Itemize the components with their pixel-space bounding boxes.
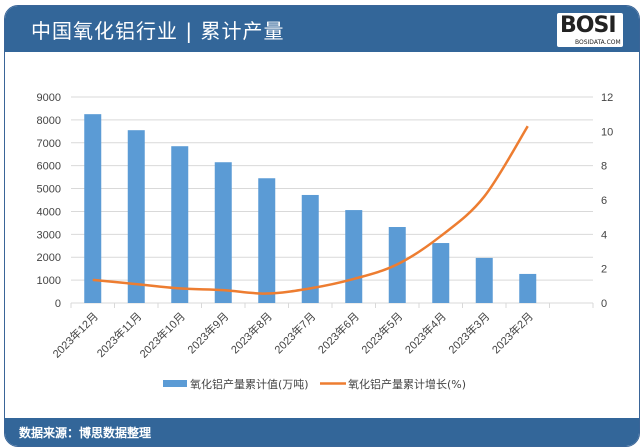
bar bbox=[475, 257, 493, 303]
y-left-tick-label: 6000 bbox=[37, 161, 61, 173]
x-tick-label: 2023年10月 bbox=[136, 309, 187, 360]
y-right-tick-label: 6 bbox=[601, 195, 607, 207]
data-source: 数据来源：博思数据整理 bbox=[19, 426, 152, 440]
legend-line-label: 氧化铝产量累计增长(%) bbox=[348, 377, 466, 391]
x-tick-label: 2023年2月 bbox=[489, 309, 536, 356]
y-right-tick-label: 0 bbox=[601, 298, 607, 310]
x-tick-label: 2023年8月 bbox=[228, 309, 275, 356]
bar bbox=[432, 243, 450, 303]
bar bbox=[171, 146, 189, 303]
y-left-tick-label: 7000 bbox=[37, 138, 61, 150]
growth-line bbox=[92, 125, 529, 295]
x-tick-label: 2023年11月 bbox=[94, 309, 145, 360]
x-tick-label: 2023年9月 bbox=[184, 309, 231, 356]
y-left-tick-label: 4000 bbox=[37, 206, 61, 218]
y-left-tick-label: 2000 bbox=[37, 252, 61, 264]
bosi-logo: BOSI BOSIDATA.COM bbox=[557, 13, 623, 47]
y-left-tick-label: 5000 bbox=[37, 184, 61, 196]
y-left-tick-label: 8000 bbox=[37, 115, 61, 127]
y-left-tick-label: 3000 bbox=[37, 229, 61, 241]
bar bbox=[127, 130, 145, 303]
legend-bar-swatch bbox=[163, 380, 187, 387]
bar bbox=[258, 178, 276, 303]
bar bbox=[84, 114, 102, 304]
y-left-tick-label: 0 bbox=[55, 298, 61, 310]
x-tick-label: 2023年7月 bbox=[271, 309, 318, 356]
x-tick-label: 2023年6月 bbox=[315, 309, 362, 356]
bar bbox=[345, 210, 363, 303]
legend-bar-label: 氧化铝产量累计值(万吨) bbox=[190, 377, 309, 391]
x-tick-label: 2023年4月 bbox=[402, 309, 449, 356]
y-right-tick-label: 4 bbox=[601, 229, 607, 241]
y-left-tick-label: 9000 bbox=[37, 92, 61, 104]
bar bbox=[301, 194, 319, 303]
logo-text: BOSI bbox=[560, 13, 617, 38]
y-right-tick-label: 10 bbox=[601, 126, 613, 138]
y-right-tick-label: 2 bbox=[601, 264, 607, 276]
header: 中国氧化铝行业 | 累计产量 BOSI BOSIDATA.COM bbox=[5, 6, 639, 52]
x-tick-label: 2023年5月 bbox=[358, 309, 405, 356]
bar bbox=[519, 273, 537, 303]
y-left-tick-label: 1000 bbox=[37, 275, 61, 287]
bar bbox=[214, 162, 232, 303]
chart-card: 中国氧化铝行业 | 累计产量 BOSI BOSIDATA.COM 数据来源：博思… bbox=[4, 5, 640, 447]
x-tick-label: 2023年12月 bbox=[49, 309, 100, 360]
logo-sub: BOSIDATA.COM bbox=[575, 39, 621, 46]
page-title: 中国氧化铝行业 | 累计产量 bbox=[31, 19, 285, 43]
y-right-tick-label: 8 bbox=[601, 161, 607, 173]
footer: 数据来源：博思数据整理 bbox=[5, 418, 639, 446]
x-tick-label: 2023年3月 bbox=[445, 309, 492, 356]
y-right-tick-label: 12 bbox=[601, 92, 613, 104]
